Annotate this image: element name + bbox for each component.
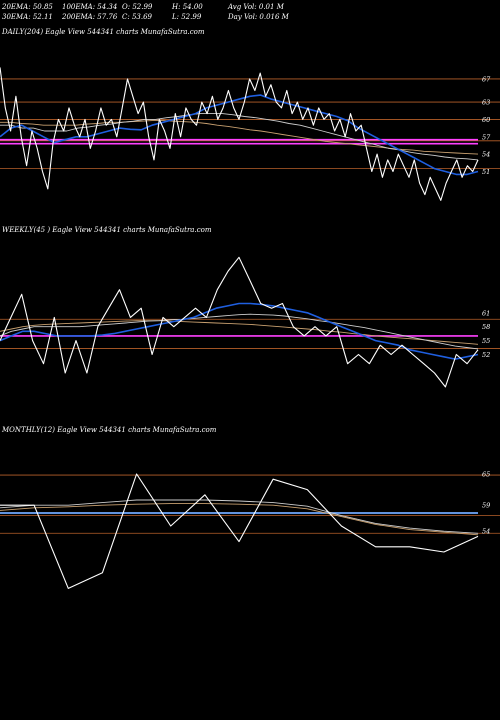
y-tick-label-1: 58 [482,323,490,331]
ema_tan-line [0,320,479,345]
daily-panel-title: DAILY(204) Eagle View 544341 charts Muna… [2,28,205,36]
open-readout: O: 52.99 [122,3,153,11]
monthly-panel-title: MONTHLY(12) Eagle View 544341 charts Mun… [2,426,217,434]
price-line [0,256,479,388]
y-tick-label-2: 55 [482,337,490,345]
y-tick-label-2: 60 [482,116,490,124]
day-vol-readout: Day Vol: 0.016 M [228,13,289,21]
y-tick-label-3: 52 [482,351,490,359]
close-readout: C: 53.69 [122,13,152,21]
y-tick-label-2: 54 [482,528,490,536]
monthly-chart: 65 59 54 [0,471,500,589]
weekly-chart: 61 58 55 52 [0,256,500,388]
y-tick-label-1: 59 [482,502,490,510]
ema100-readout: 100EMA: 54.34 [62,3,118,11]
avg-vol-readout: Avg Vol: 0.01 M [228,3,284,11]
ema_blue-line [0,94,479,176]
ema200-readout: 200EMA: 57.76 [62,13,118,21]
low-readout: L: 52.99 [172,13,202,21]
weekly-panel-title: WEEKLY(45 ) Eagle View 544341 charts Mun… [2,226,212,234]
ema_tan-line [0,503,479,536]
ema20-readout: 20EMA: 50.85 [2,3,53,11]
price-line [0,67,479,201]
y-tick-label-0: 67 [482,75,491,83]
price-line [0,473,479,589]
ema_soft-line [0,313,479,350]
daily-chart: 67 63 60 57 54 51 [0,67,500,201]
y-tick-label-0: 65 [482,471,490,479]
y-tick-label-5: 51 [482,168,490,176]
ema30-readout: 30EMA: 52.11 [2,13,53,21]
y-tick-label-3: 57 [482,133,491,141]
y-tick-label-0: 61 [482,309,490,317]
ema_blue-line [0,302,479,360]
y-tick-label-4: 54 [482,151,490,159]
high-readout: H: 54.00 [172,3,203,11]
y-tick-label-1: 63 [482,99,490,107]
ema_soft-line [0,499,479,534]
